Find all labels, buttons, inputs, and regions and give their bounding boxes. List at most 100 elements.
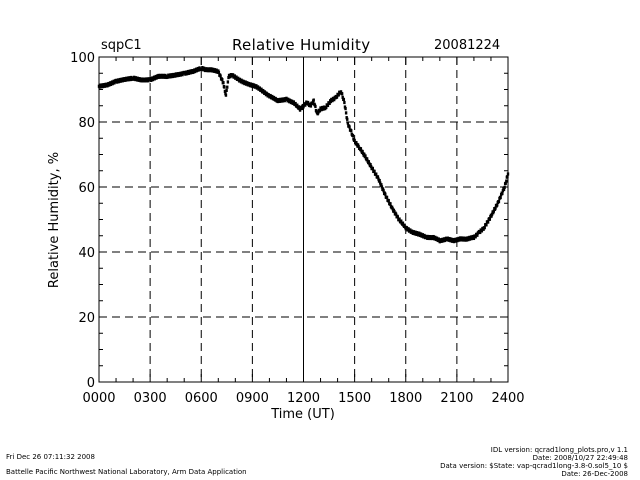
x-tick-label: 0600: [185, 391, 218, 406]
data-point: [219, 74, 222, 78]
data-point: [177, 73, 181, 77]
data-point: [365, 157, 369, 161]
data-point: [210, 67, 213, 71]
data-point: [298, 108, 302, 112]
footer-institution: Battelle Pacific Northwest National Labo…: [6, 468, 247, 476]
data-point: [227, 75, 230, 80]
data-point: [244, 80, 247, 84]
data-point: [387, 198, 390, 203]
x-tick-label: 1500: [338, 391, 371, 406]
data-point: [409, 228, 412, 232]
data-point: [159, 73, 162, 77]
data-point: [103, 84, 106, 88]
y-tick-label: 0: [87, 376, 95, 391]
data-point: [256, 85, 260, 89]
date-label: 20081224: [434, 38, 501, 53]
data-point: [337, 93, 340, 97]
x-tick-label: 0300: [134, 391, 167, 406]
data-point: [348, 125, 351, 129]
data-point: [205, 67, 209, 71]
data-point: [229, 75, 232, 79]
data-point: [394, 212, 398, 216]
data-point: [492, 209, 495, 213]
chart-title: Relative Humidity: [232, 36, 371, 54]
data-point: [353, 138, 356, 142]
data-point: [376, 175, 380, 179]
data-point: [396, 215, 399, 219]
data-point: [328, 101, 331, 105]
data-point: [480, 229, 484, 233]
data-point: [223, 89, 227, 93]
data-point: [505, 179, 508, 183]
data-point: [363, 152, 366, 156]
data-point: [171, 74, 175, 79]
data-point: [346, 117, 349, 121]
data-point: [446, 236, 449, 240]
tick-labels: 0000 0300 0600 0900 1200 1500 1800 2100 2400 0 20 4…: [70, 51, 524, 406]
data-point: [373, 169, 376, 173]
data-point: [274, 96, 277, 101]
data-point: [304, 103, 307, 107]
data-point: [106, 84, 109, 88]
y-tick-label: 20: [78, 311, 95, 326]
data-point: [390, 205, 394, 209]
grid-layer: [99, 57, 508, 382]
data-point: [235, 75, 238, 79]
data-point: [486, 220, 490, 224]
data-point: [478, 230, 482, 235]
data-point: [423, 233, 426, 238]
data-point: [296, 103, 299, 107]
data-point: [233, 74, 236, 78]
data-point: [283, 99, 286, 103]
data-point: [224, 93, 228, 97]
data-point: [367, 160, 371, 164]
data-point: [502, 187, 506, 192]
data-point: [344, 111, 348, 115]
data-point: [325, 105, 328, 110]
data-point: [417, 233, 420, 237]
data-point: [346, 121, 350, 125]
data-point: [375, 172, 378, 176]
data-point: [380, 183, 383, 187]
x-tick-label: 1200: [287, 391, 320, 406]
data-point: [222, 81, 225, 85]
data-point: [371, 167, 375, 171]
data-point: [382, 189, 385, 193]
data-point: [435, 236, 439, 240]
x-tick-label: 1800: [389, 391, 422, 406]
data-point: [350, 129, 353, 133]
data-point: [160, 73, 164, 77]
x-tick-label: 2100: [440, 391, 473, 406]
data-point: [472, 236, 476, 241]
data-point: [142, 79, 145, 83]
footer-timestamp: Fri Dec 26 07:11:32 2008: [6, 453, 95, 461]
data-point: [496, 203, 499, 207]
data-point: [364, 154, 367, 158]
data-point: [369, 163, 372, 167]
y-tick-label: 60: [78, 181, 95, 196]
data-point: [339, 90, 343, 94]
y-axis-label: Relative Humidity, %: [47, 152, 62, 288]
data-point: [393, 209, 396, 214]
data-point: [223, 85, 226, 89]
data-point: [311, 102, 314, 106]
data-point: [398, 217, 401, 221]
data-point: [226, 85, 229, 89]
data-point: [438, 240, 442, 244]
data-point: [341, 95, 344, 99]
data-point: [201, 66, 204, 70]
data-point: [332, 98, 336, 102]
y-tick-label: 40: [78, 246, 95, 261]
data-point: [494, 206, 497, 210]
data-point: [255, 84, 258, 88]
data-point: [246, 81, 249, 85]
data-point: [506, 174, 509, 179]
data-point: [434, 235, 437, 239]
data-point: [221, 78, 224, 82]
y-tick-label: 80: [78, 116, 95, 131]
data-point: [357, 144, 360, 149]
data-point: [302, 105, 305, 109]
data-point: [326, 103, 330, 108]
data-point: [499, 196, 502, 200]
